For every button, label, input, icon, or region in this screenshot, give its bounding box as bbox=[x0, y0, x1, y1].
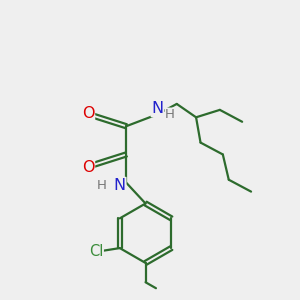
Text: O: O bbox=[82, 160, 94, 175]
Text: N: N bbox=[152, 101, 164, 116]
Text: O: O bbox=[82, 106, 94, 121]
Text: Cl: Cl bbox=[89, 244, 103, 259]
Text: N: N bbox=[114, 178, 126, 193]
Text: H: H bbox=[97, 178, 107, 192]
Text: H: H bbox=[165, 108, 175, 121]
